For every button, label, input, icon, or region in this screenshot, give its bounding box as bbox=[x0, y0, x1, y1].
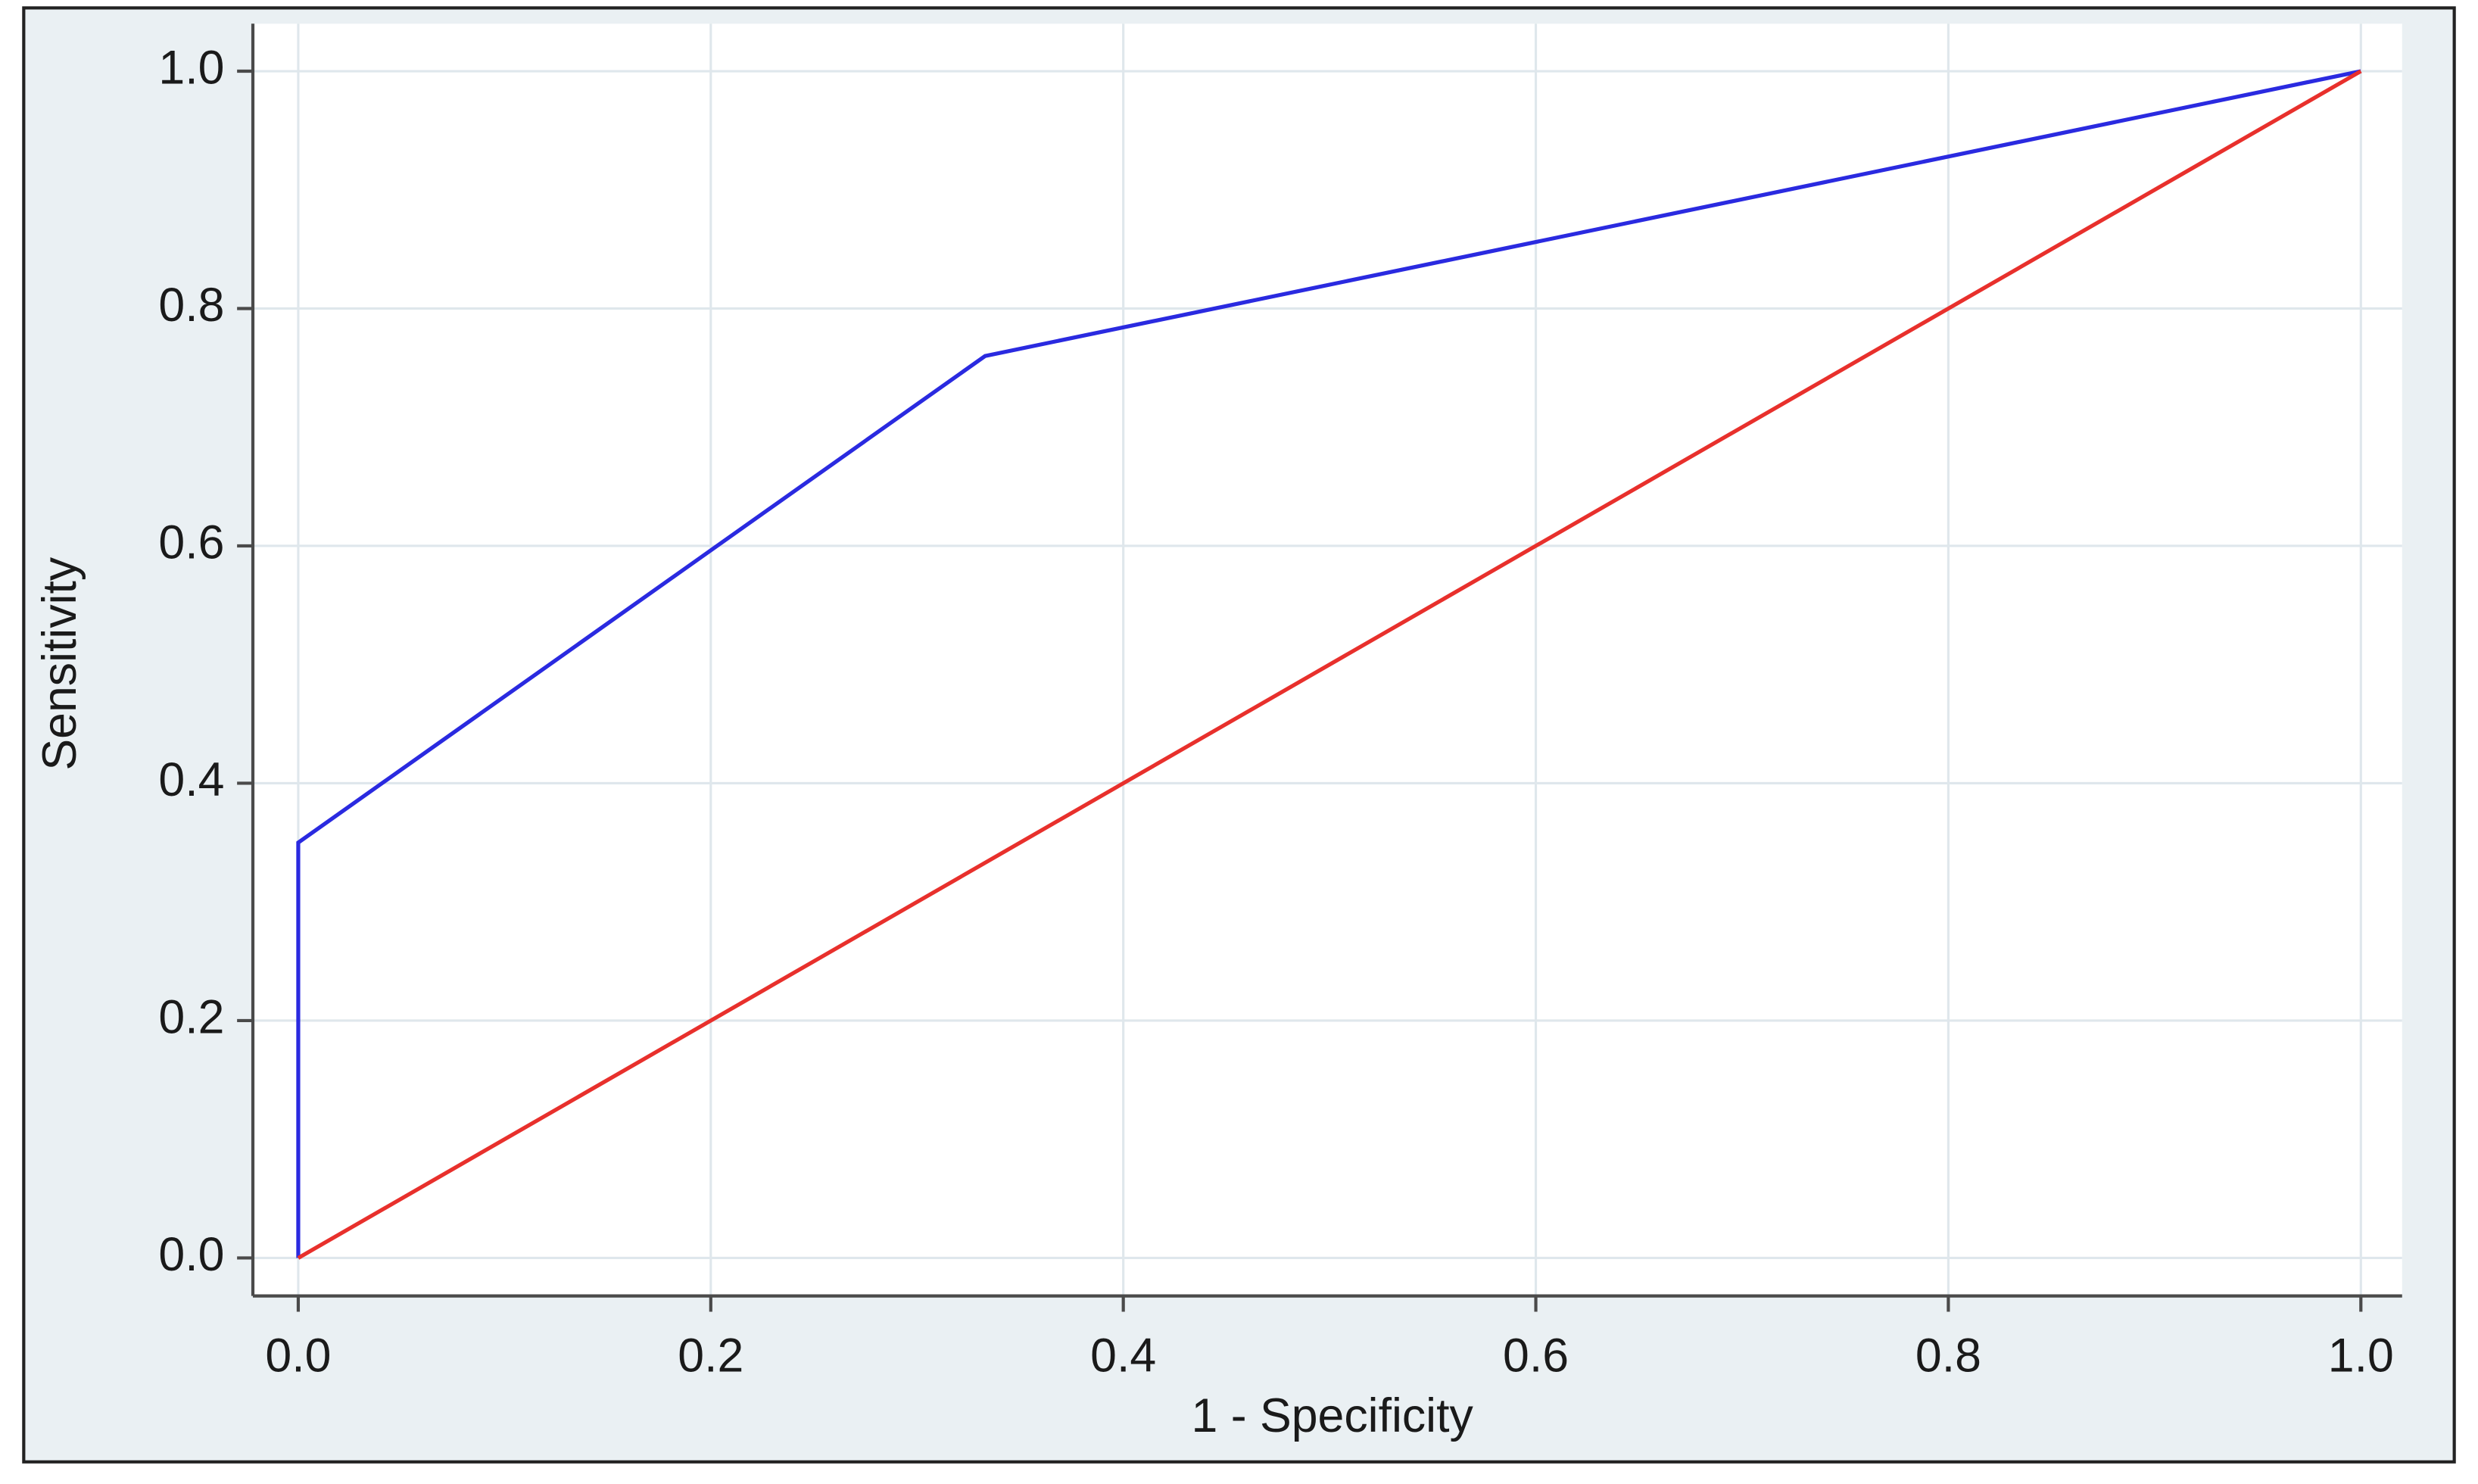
line bbox=[297, 69, 2362, 1260]
y-tick-label: 0.0 bbox=[158, 1228, 224, 1281]
y-tick-label: 0.6 bbox=[158, 516, 224, 569]
y-tick-label: 0.8 bbox=[158, 279, 224, 332]
x-tick-label: 0.6 bbox=[1503, 1330, 1569, 1383]
x-tick-label: 0.2 bbox=[678, 1330, 743, 1383]
x-tick-label: 0.4 bbox=[1090, 1330, 1156, 1383]
plot-area bbox=[253, 23, 2402, 1296]
x-axis-title: 1 - Specificity bbox=[1192, 1389, 1474, 1442]
x-tick-label: 1.0 bbox=[2328, 1330, 2394, 1383]
y-tick-label: 0.4 bbox=[158, 753, 224, 806]
x-tick-label: 0.0 bbox=[265, 1330, 331, 1383]
line bbox=[296, 69, 2361, 1258]
y-tick-label: 1.0 bbox=[158, 42, 224, 95]
y-tick-label: 0.2 bbox=[158, 991, 224, 1044]
y-axis-title: Sensitivity bbox=[33, 556, 86, 771]
x-tick-label: 0.8 bbox=[1915, 1330, 1981, 1383]
